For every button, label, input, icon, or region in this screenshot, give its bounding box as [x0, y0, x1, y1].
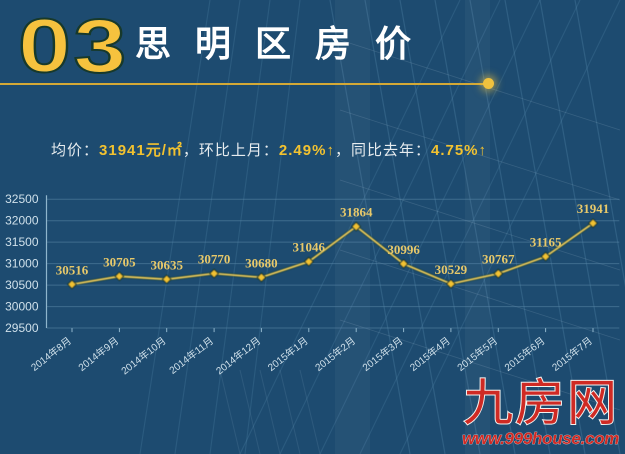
svg-text:30000: 30000 [5, 300, 39, 314]
svg-text:31046: 31046 [293, 240, 326, 255]
svg-text:31500: 31500 [5, 235, 39, 249]
svg-text:29500: 29500 [5, 321, 39, 335]
svg-text:2014年12月: 2014年12月 [213, 334, 263, 377]
svg-text:2015年6月: 2015年6月 [502, 334, 548, 374]
svg-text:31000: 31000 [5, 257, 39, 271]
svg-text:32000: 32000 [5, 214, 39, 228]
svg-text:32500: 32500 [5, 192, 39, 206]
svg-text:30500: 30500 [5, 278, 39, 292]
svg-text:30635: 30635 [150, 257, 183, 272]
svg-text:30680: 30680 [245, 255, 278, 270]
svg-text:2014年11月: 2014年11月 [166, 334, 215, 377]
svg-text:31165: 31165 [530, 235, 562, 250]
svg-text:30705: 30705 [103, 254, 136, 269]
svg-text:30996: 30996 [387, 242, 420, 257]
svg-text:2014年10月: 2014年10月 [118, 334, 168, 377]
svg-text:2015年2月: 2015年2月 [312, 334, 358, 374]
svg-text:30770: 30770 [198, 252, 231, 267]
svg-text:2015年5月: 2015年5月 [454, 334, 500, 374]
svg-text:31941: 31941 [577, 201, 610, 216]
svg-text:31864: 31864 [340, 205, 373, 220]
svg-text:2015年1月: 2015年1月 [265, 334, 311, 374]
svg-text:2014年8月: 2014年8月 [28, 334, 74, 374]
svg-text:2015年3月: 2015年3月 [360, 334, 406, 374]
svg-text:30516: 30516 [56, 262, 89, 277]
svg-text:2015年4月: 2015年4月 [407, 334, 453, 374]
svg-text:2014年9月: 2014年9月 [76, 334, 122, 374]
svg-text:30529: 30529 [435, 262, 468, 277]
svg-text:30767: 30767 [482, 252, 515, 267]
svg-text:2015年7月: 2015年7月 [549, 334, 595, 374]
